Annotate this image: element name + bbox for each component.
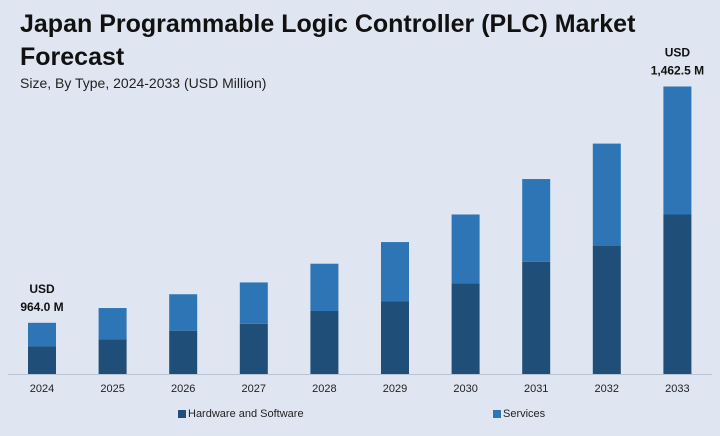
bar-hardware-2028 (310, 310, 339, 374)
bar-hardware-2032 (592, 246, 621, 374)
legend-swatch-services (493, 410, 501, 418)
data-label-2033-currency: USD (665, 45, 691, 59)
data-label-2024-currency: USD (29, 282, 55, 296)
data-label-2024-value: 964.0 M (20, 300, 63, 314)
bar-services-2031 (522, 179, 551, 262)
bar-hardware-2025 (98, 339, 127, 374)
bar-services-2024 (28, 322, 56, 347)
x-tick-label: 2029 (383, 383, 407, 395)
bar-hardware-2027 (239, 323, 268, 374)
legend-label-services: Services (503, 408, 546, 420)
legend-item-hardware: Hardware and Software (178, 408, 304, 420)
bar-services-2027 (239, 282, 268, 324)
x-tick-label: 2026 (171, 383, 195, 395)
x-tick-label: 2030 (453, 383, 477, 395)
chart-subtitle: Size, By Type, 2024-2033 (USD Million) (20, 75, 267, 91)
chart-title: Japan Programmable Logic Controller (PLC… (20, 10, 636, 71)
x-tick-label: 2033 (665, 383, 689, 395)
bar-services-2032 (592, 143, 621, 246)
bar-hardware-2031 (522, 261, 551, 374)
x-tick-label: 2027 (242, 383, 266, 395)
bar-services-2026 (169, 294, 198, 331)
legend-item-services: Services (493, 408, 545, 420)
x-tick-label: 2032 (595, 383, 619, 395)
bar-hardware-2033 (663, 214, 692, 374)
x-tick-label: 2028 (312, 383, 336, 395)
data-label-2033-value: 1,462.5 M (651, 63, 704, 77)
bar-services-2025 (98, 308, 127, 340)
bar-services-2033 (663, 86, 692, 215)
bar-services-2029 (381, 242, 409, 302)
bar-hardware-2024 (28, 346, 56, 374)
legend-swatch-hardware (178, 410, 186, 418)
bar-services-2030 (451, 214, 480, 284)
bar-hardware-2029 (381, 301, 409, 374)
x-tick-label: 2025 (100, 383, 124, 395)
bar-hardware-2026 (169, 330, 198, 374)
bar-hardware-2030 (451, 283, 480, 374)
x-tick-label: 2031 (524, 383, 548, 395)
x-tick-label: 2024 (30, 383, 54, 395)
bar-services-2028 (310, 263, 339, 311)
legend-label-hardware: Hardware and Software (188, 408, 304, 420)
